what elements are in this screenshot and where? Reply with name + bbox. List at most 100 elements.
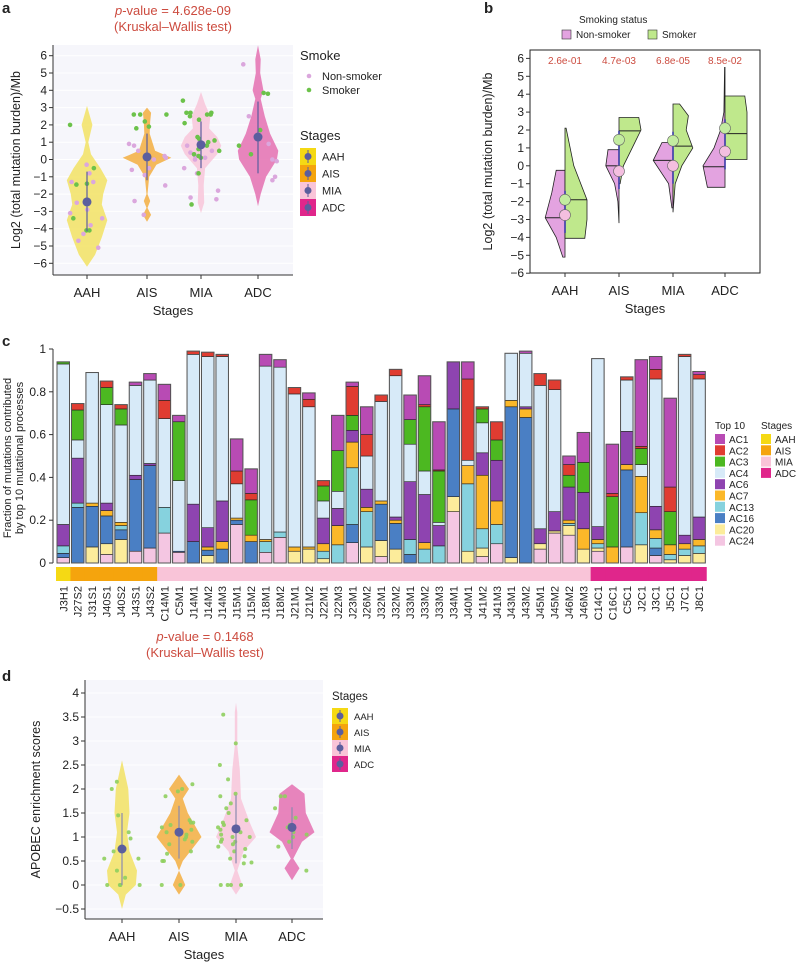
panel-a-violin-chart: p-value = 4.628e-09(Kruskal–Wallis test)… bbox=[9, 3, 382, 318]
x-tick-label: AIS bbox=[137, 285, 158, 300]
p-italic: p bbox=[155, 629, 163, 644]
bar-J15M2 bbox=[244, 468, 258, 564]
segment-ac6 bbox=[519, 406, 533, 410]
segment-ac4 bbox=[114, 424, 128, 523]
segment-ac4 bbox=[649, 378, 663, 507]
bar-outline bbox=[605, 443, 620, 564]
bar-J3C1 bbox=[648, 355, 663, 564]
score-point bbox=[219, 832, 224, 837]
segment-ac6 bbox=[100, 502, 114, 511]
segment-ac4 bbox=[128, 385, 143, 476]
smoker-point bbox=[137, 112, 143, 117]
segment-ac24 bbox=[273, 537, 287, 564]
segment-ac13 bbox=[273, 531, 287, 538]
segment-ac2 bbox=[663, 486, 677, 512]
legend-key-ac2 bbox=[715, 445, 725, 456]
stage-strip-mia bbox=[518, 567, 534, 581]
plot-frame bbox=[529, 49, 761, 274]
non-smoker-point bbox=[76, 238, 81, 244]
non-smoker-point bbox=[192, 157, 198, 162]
score-point bbox=[175, 789, 180, 794]
score-point bbox=[273, 806, 278, 811]
segment-ac20 bbox=[562, 525, 576, 536]
smoker-point bbox=[71, 216, 76, 221]
segment-ac3 bbox=[244, 499, 258, 536]
legend-label-aah: AAH bbox=[354, 712, 374, 723]
y-tick-label: 0.4 bbox=[29, 470, 46, 484]
segment-ac7 bbox=[562, 519, 576, 524]
bar-outline bbox=[547, 379, 562, 564]
non-smoker-point bbox=[69, 179, 74, 185]
segment-ac20 bbox=[461, 550, 475, 564]
segment-ac6 bbox=[432, 525, 446, 547]
y-tick-label: 0.6 bbox=[29, 428, 46, 442]
x-axis-title: Stages bbox=[153, 303, 194, 318]
segment-ac2 bbox=[345, 386, 359, 416]
smoker-point bbox=[142, 119, 148, 124]
bar-outline bbox=[244, 468, 258, 564]
bar-outline bbox=[56, 361, 70, 564]
y-tick-label: −6 bbox=[33, 256, 47, 270]
segment-ac2 bbox=[374, 394, 388, 402]
segment-ac24 bbox=[446, 511, 460, 564]
segment-ac2 bbox=[360, 434, 374, 457]
sample-label: J45M1 bbox=[535, 586, 547, 619]
bar-outline bbox=[432, 421, 446, 564]
segment-ac13 bbox=[316, 550, 330, 560]
segment-ac7 bbox=[287, 546, 302, 552]
segment-ac4 bbox=[692, 378, 706, 518]
segment-ac3 bbox=[114, 408, 128, 426]
score-point bbox=[287, 839, 292, 844]
y-tick-label: 1 bbox=[40, 135, 47, 149]
bar-outline bbox=[692, 370, 706, 564]
segment-ac4 bbox=[215, 356, 229, 502]
sample-label: J40S2 bbox=[116, 586, 128, 617]
segment-ac6 bbox=[547, 511, 562, 532]
segment-ac20 bbox=[678, 555, 692, 564]
segment-ac20 bbox=[446, 496, 460, 512]
segment-ac3 bbox=[663, 511, 677, 546]
segment-ac20 bbox=[201, 555, 215, 564]
chart-title: p-value = 4.628e-09 bbox=[114, 3, 231, 18]
sample-label: C14M1 bbox=[159, 586, 171, 621]
segment-ac24 bbox=[345, 542, 359, 564]
bar-outline bbox=[143, 373, 157, 564]
sample-label: C5C1 bbox=[622, 586, 634, 614]
non-smoker-point bbox=[181, 165, 187, 171]
segment-ac6 bbox=[576, 492, 591, 530]
smoker-point bbox=[196, 136, 202, 142]
score-point bbox=[278, 794, 283, 799]
panel-letter-b: b bbox=[484, 0, 493, 17]
segment-ac7 bbox=[389, 519, 403, 524]
sample-label: J3C1 bbox=[651, 586, 663, 612]
segment-ac16 bbox=[519, 417, 533, 564]
stage-strip-adc bbox=[677, 567, 693, 581]
non-smoker-point bbox=[131, 143, 137, 148]
non-smoker-point bbox=[126, 141, 132, 147]
stage-strip-mia bbox=[214, 567, 230, 581]
segment-ac2 bbox=[230, 470, 244, 485]
bar-outline bbox=[374, 394, 388, 564]
bar-outline bbox=[114, 404, 128, 564]
bar-J43M2 bbox=[518, 350, 533, 564]
smoker-point bbox=[74, 182, 79, 187]
y-axis-title-line: by top 10 mutational processes bbox=[14, 381, 26, 534]
stage-strip-mia bbox=[316, 567, 332, 581]
legend-key-ac20 bbox=[715, 524, 725, 535]
score-point bbox=[190, 839, 195, 844]
p-value-label: 4.7e-03 bbox=[602, 56, 636, 67]
sample-label: J33M1 bbox=[405, 586, 417, 619]
score-point bbox=[159, 883, 164, 887]
legend-label-ac4: AC4 bbox=[729, 469, 749, 480]
y-tick-label: −1 bbox=[33, 170, 47, 184]
panel-letter-c: c bbox=[2, 333, 10, 350]
segment-ac3 bbox=[331, 450, 345, 492]
score-point bbox=[161, 859, 166, 863]
legend-key-ac13 bbox=[715, 501, 725, 512]
segment-ac4 bbox=[634, 464, 648, 477]
segment-ac4 bbox=[100, 404, 114, 504]
stage-strip-mia bbox=[301, 567, 317, 581]
sample-label: J43S1 bbox=[131, 586, 143, 617]
panel-b-split-violin-chart: −6 −5 −4 −3 −2 −1 0 1 2 3 4 5 6 AAH AIS MIA ADC Stages Log… bbox=[481, 15, 761, 316]
sample-label: J7C1 bbox=[680, 586, 692, 612]
